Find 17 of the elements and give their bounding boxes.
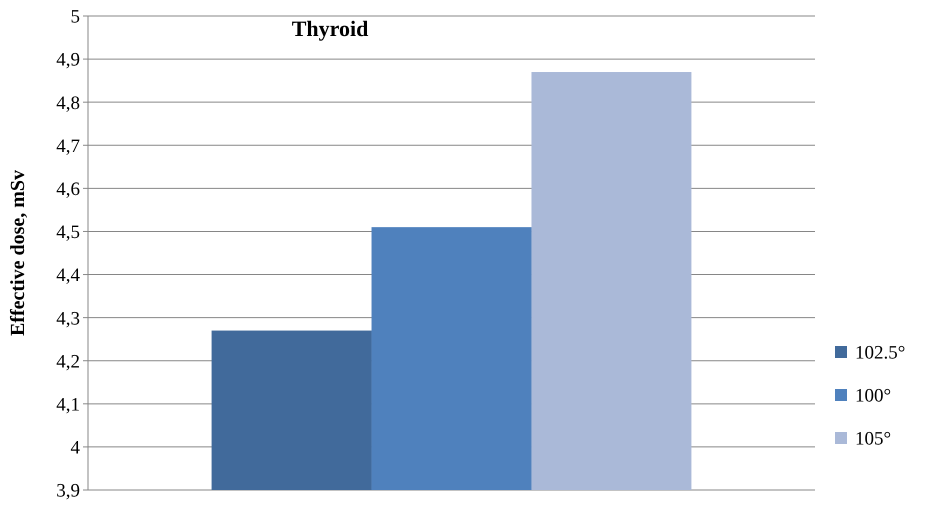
- y-tick-label: 4,7: [56, 136, 80, 157]
- y-tick-label: 4,1: [56, 394, 80, 416]
- y-tick-label: 4,4: [56, 265, 80, 286]
- legend-label: 105°: [855, 428, 892, 450]
- legend-label: 102.5°: [855, 342, 906, 364]
- y-tick-label: 4,6: [56, 179, 80, 200]
- y-tick-label: 4,3: [56, 308, 80, 330]
- y-tick-label: 4,8: [56, 92, 80, 114]
- legend-label: 100°: [855, 386, 892, 407]
- y-tick-label: 4,5: [56, 222, 80, 244]
- y-tick-label: 4,9: [56, 50, 80, 71]
- y-tick-label: 4,2: [56, 351, 80, 372]
- y-tick-label: 5: [70, 6, 80, 28]
- y-tick-label: 4: [70, 438, 80, 459]
- y-tick-label: 3,9: [56, 480, 80, 502]
- chart-title: Thyroid: [292, 16, 368, 41]
- y-axis-title: Effective dose, mSv: [7, 170, 29, 336]
